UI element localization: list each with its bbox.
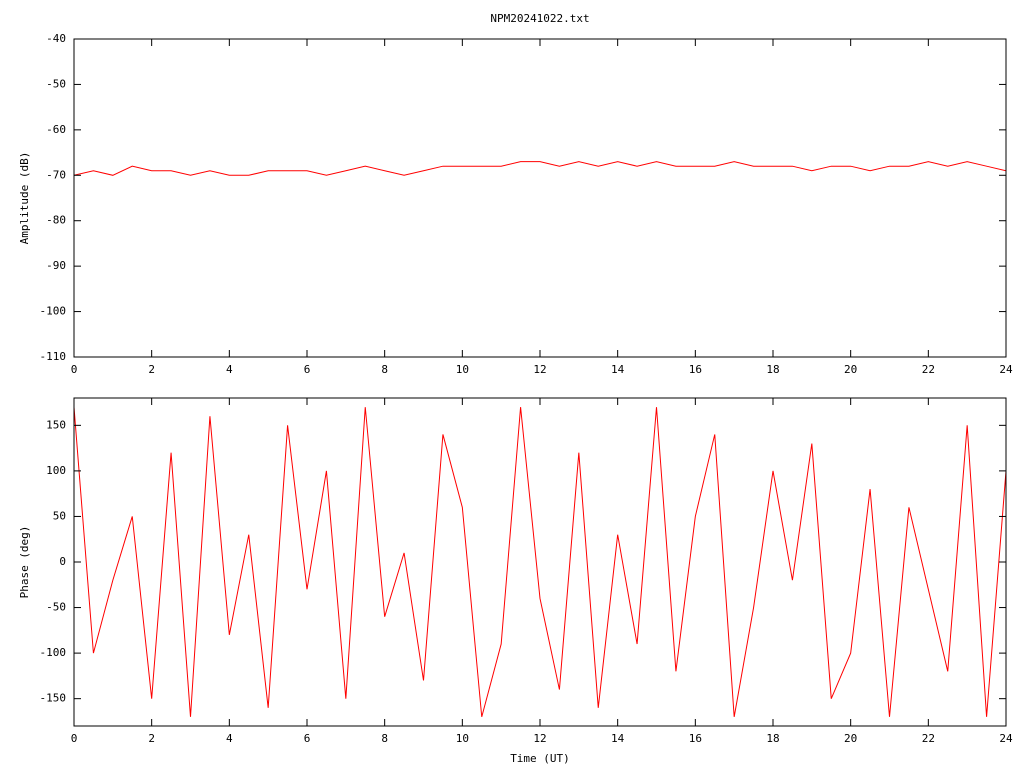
plot-frame	[73, 38, 1007, 358]
y-tick-label: -40	[46, 32, 66, 45]
x-tick-label: 18	[766, 363, 779, 376]
x-tick-label: 24	[999, 363, 1013, 376]
y-tick-label: 50	[53, 509, 66, 522]
y-tick-label: -100	[40, 646, 67, 659]
y-axis-label: Amplitude (dB)	[18, 152, 31, 245]
y-tick-label: -100	[40, 305, 67, 318]
x-tick-label: 0	[71, 363, 78, 376]
x-tick-label: 16	[689, 363, 702, 376]
data-line	[74, 407, 1006, 718]
y-tick-label: -50	[46, 601, 66, 614]
x-tick-label: 0	[71, 732, 78, 745]
y-tick-label: -110	[40, 350, 67, 363]
y-tick-label: 100	[46, 464, 66, 477]
y-tick-label: 0	[59, 555, 66, 568]
x-tick-label: 14	[611, 732, 625, 745]
x-tick-label: 6	[304, 363, 311, 376]
y-axis-label: Phase (deg)	[18, 526, 31, 599]
y-tick-label: -150	[40, 692, 67, 705]
plot-frame	[73, 397, 1007, 727]
y-tick-label: -70	[46, 168, 66, 181]
y-tick-label: -60	[46, 123, 66, 136]
y-tick-label: 150	[46, 418, 66, 431]
x-tick-label: 4	[226, 732, 233, 745]
x-tick-label: 8	[381, 363, 388, 376]
y-tick-label: -80	[46, 214, 66, 227]
x-tick-label: 12	[533, 363, 546, 376]
x-tick-label: 4	[226, 363, 233, 376]
x-tick-label: 2	[148, 732, 155, 745]
x-tick-label: 10	[456, 363, 469, 376]
x-axis-label: Time (UT)	[510, 752, 570, 765]
x-tick-label: 22	[922, 363, 935, 376]
chart-title: NPM20241022.txt	[490, 12, 589, 25]
x-tick-label: 6	[304, 732, 311, 745]
x-tick-label: 18	[766, 732, 779, 745]
y-tick-label: -90	[46, 259, 66, 272]
data-line	[74, 161, 1006, 176]
x-tick-label: 2	[148, 363, 155, 376]
x-tick-label: 12	[533, 732, 546, 745]
x-tick-label: 20	[844, 363, 857, 376]
x-tick-label: 22	[922, 732, 935, 745]
x-tick-label: 14	[611, 363, 625, 376]
x-tick-label: 20	[844, 732, 857, 745]
x-tick-label: 24	[999, 732, 1013, 745]
x-tick-label: 16	[689, 732, 702, 745]
y-tick-label: -50	[46, 77, 66, 90]
x-tick-label: 8	[381, 732, 388, 745]
x-tick-label: 10	[456, 732, 469, 745]
